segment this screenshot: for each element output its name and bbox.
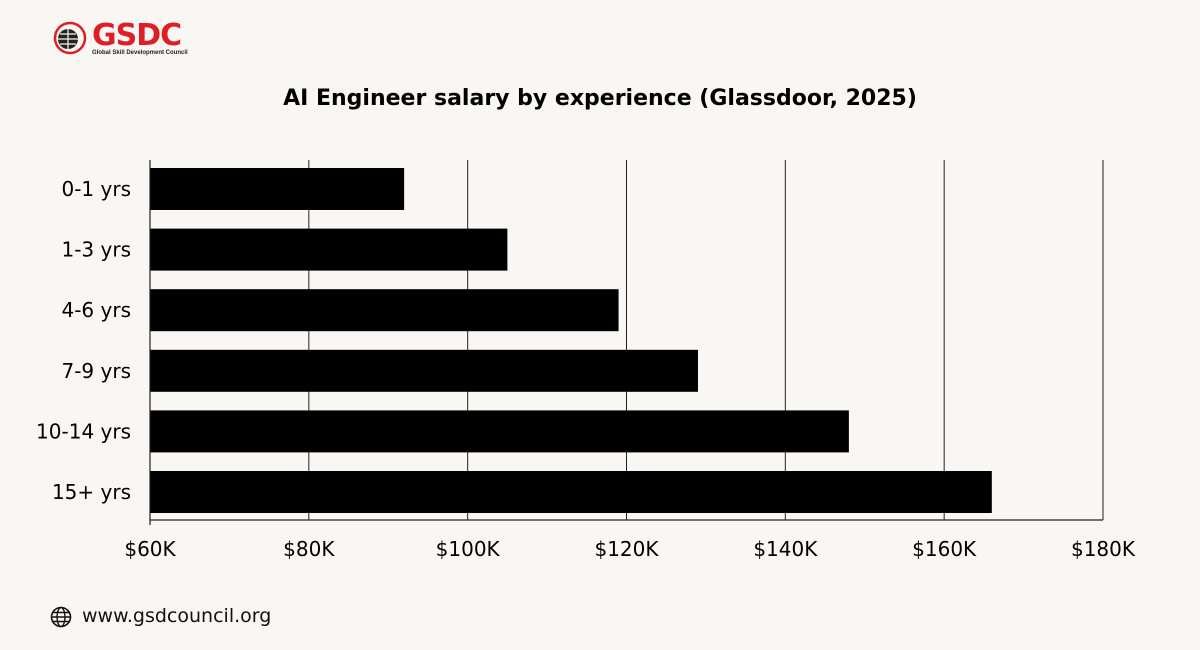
y-tick-label: 10-14 yrs xyxy=(36,419,131,443)
bars xyxy=(150,168,992,513)
logo-text: GSDC xyxy=(92,18,182,53)
bar xyxy=(150,289,619,332)
logo-subtitle: Global Skill Development Council xyxy=(92,50,188,56)
bar xyxy=(150,471,992,513)
bar xyxy=(150,410,849,453)
y-tick-label: 1-3 yrs xyxy=(61,238,131,262)
globe-logo-icon xyxy=(53,21,87,55)
x-tick-label: $140K xyxy=(753,537,818,561)
globe-icon xyxy=(50,606,72,628)
footer-url[interactable]: www.gsdcouncil.org xyxy=(82,605,272,627)
bar xyxy=(150,349,698,392)
chart-title: AI Engineer salary by experience (Glassd… xyxy=(283,86,917,111)
x-tick-label: $160K xyxy=(912,537,977,561)
x-tick-label: $60K xyxy=(124,537,176,561)
y-tick-label: 15+ yrs xyxy=(52,480,131,504)
y-tick-label: 4-6 yrs xyxy=(61,298,131,322)
gsdc-logo: GSDC Global Skill Development Council xyxy=(52,18,202,62)
labels: $60K $80K $100K $120K $140K $160K $180K 0-1 yrs… xyxy=(36,177,1136,561)
y-tick-label: 0-1 yrs xyxy=(61,177,131,201)
y-tick-label: 7-9 yrs xyxy=(61,359,131,383)
axes xyxy=(149,160,1103,525)
x-tick-label: $180K xyxy=(1071,537,1136,561)
x-tick-label: $120K xyxy=(594,537,659,561)
x-tick-label: $80K xyxy=(283,537,335,561)
bar xyxy=(150,228,508,271)
x-tick-label: $100K xyxy=(436,537,501,561)
bar xyxy=(150,168,405,210)
grid-lines xyxy=(308,160,1104,520)
